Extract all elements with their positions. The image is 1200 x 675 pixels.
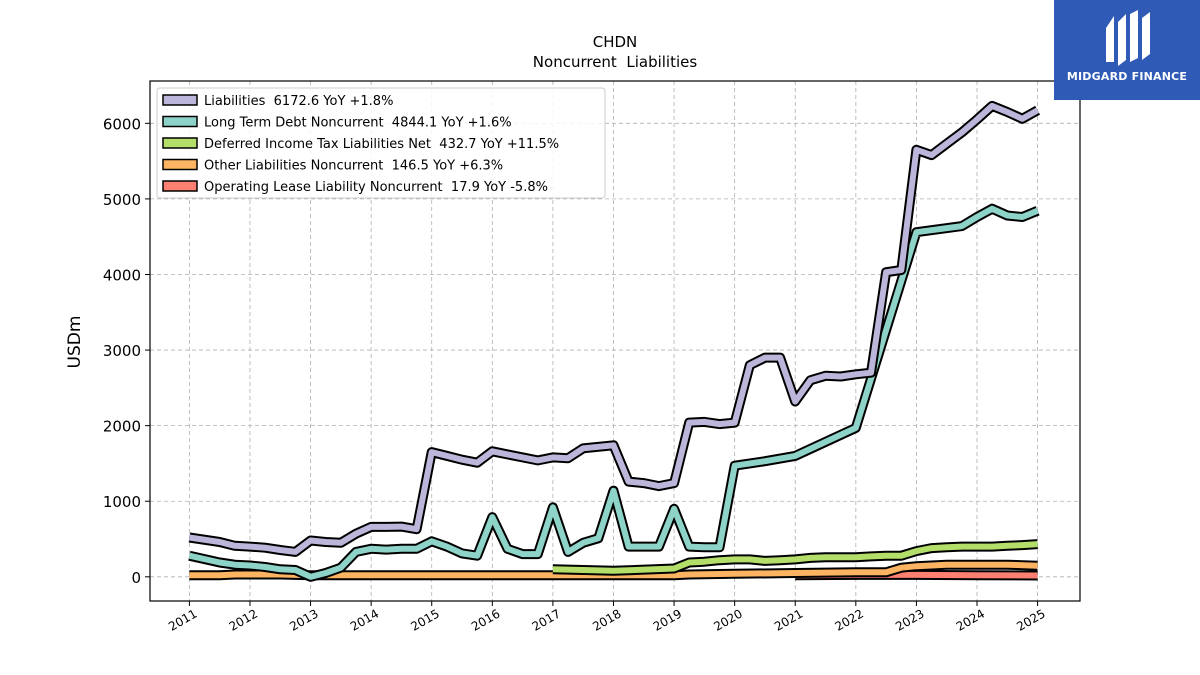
x-tick-label: 2011 [166, 606, 199, 633]
legend-label: Deferred Income Tax Liabilities Net 432.… [204, 137, 559, 152]
brand-logo: MIDGARD FINANCE [1054, 0, 1200, 100]
legend-label: Other Liabilities Noncurrent 146.5 YoY +… [204, 159, 503, 174]
legend-swatch [162, 115, 198, 128]
x-tick-label: 2020 [711, 606, 744, 633]
legend-label: Operating Lease Liability Noncurrent 17.… [204, 180, 548, 195]
legend-swatch [162, 180, 198, 192]
y-tick-label: 4000 [103, 266, 141, 284]
chart-title: CHDN [593, 33, 638, 51]
y-axis-label: USDm [65, 316, 85, 369]
x-tick-label: 2021 [772, 606, 805, 633]
series-layer [188, 100, 1041, 582]
legend-label: Liabilities 6172.6 YoY +1.8% [204, 94, 393, 109]
legend-box [156, 87, 606, 199]
series-line [188, 102, 1040, 555]
legend: Liabilities 6172.6 YoY +1.8% Long Term De… [156, 87, 606, 199]
y-tick-label: 1000 [103, 493, 141, 511]
y-tick-label: 5000 [103, 191, 141, 209]
x-tick-label: 2013 [287, 606, 320, 633]
y-axis: 0 1000 2000 3000 4000 5000 6000 [103, 115, 150, 587]
plot-frame [149, 80, 1081, 602]
brand-name: MIDGARD FINANCE [1066, 70, 1188, 83]
x-tick-label: 2012 [227, 606, 260, 633]
x-tick-label: 2016 [469, 606, 502, 633]
y-tick-label: 2000 [103, 418, 141, 436]
series-3 [189, 559, 1038, 581]
legend-swatch [162, 94, 198, 106]
x-tick-label: 2025 [1014, 606, 1047, 633]
series-line [552, 541, 1038, 574]
y-tick-label: 3000 [103, 342, 141, 360]
y-tick-label: 6000 [103, 115, 141, 133]
x-tick-label: 2023 [893, 606, 926, 633]
y-tick-label: 0 [131, 569, 141, 587]
legend-swatch [162, 137, 198, 149]
x-tick-label: 2015 [408, 606, 441, 633]
x-tick-label: 2014 [348, 606, 381, 633]
x-tick-label: 2017 [530, 606, 563, 633]
legend-swatch [162, 158, 198, 171]
x-tick-label: 2022 [833, 606, 866, 633]
x-axis: 2011 2012 2013 2014 2015 2016 2017 2018 2019 2020… [166, 601, 1048, 634]
brand-mark-icon [1106, 10, 1150, 66]
x-tick-label: 2018 [590, 606, 623, 633]
x-tick-label: 2024 [954, 606, 987, 633]
x-tick-label: 2019 [651, 606, 684, 633]
series-1 [188, 203, 1040, 582]
chart-subtitle: Noncurrent Liabilities [533, 53, 698, 71]
series-0 [188, 100, 1041, 557]
series-2 [552, 539, 1038, 576]
series-line [189, 561, 1038, 579]
series-line [188, 205, 1039, 580]
legend-label: Long Term Debt Noncurrent 4844.1 YoY +1.… [204, 116, 512, 131]
